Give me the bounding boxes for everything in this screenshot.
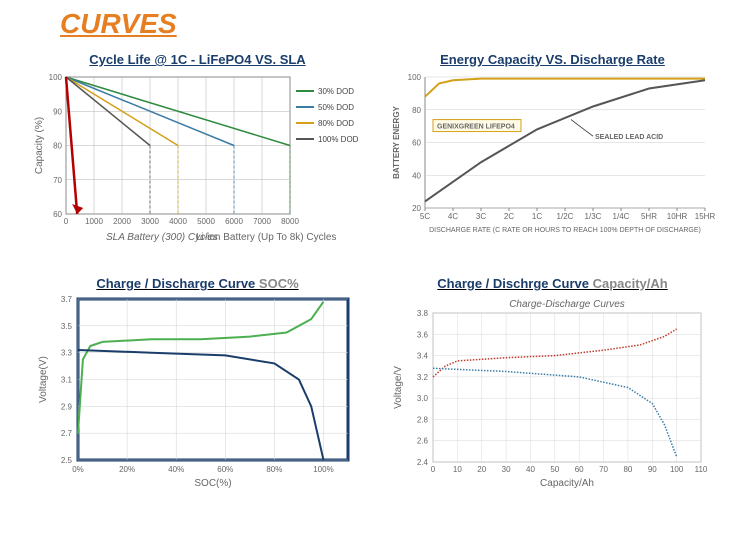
svg-text:3.6: 3.6 [417,330,429,339]
svg-text:15HR: 15HR [695,212,715,221]
chart-soc: Charge / Discharge Curve SOC% 0% 20% 40% 60… [30,276,365,490]
page-title: CURVES [60,8,750,40]
svg-text:0: 0 [64,217,69,226]
svg-text:Capacity/Ah: Capacity/Ah [540,478,594,489]
svg-text:100: 100 [670,465,684,474]
svg-text:50% DOD: 50% DOD [318,103,354,112]
svg-text:90: 90 [53,107,62,116]
svg-text:6000: 6000 [225,217,243,226]
chart-title-soc-main: Charge / Discharge Curve [96,276,259,291]
chart-title-capacity-main: Charge / Dischrge Curve [437,276,592,291]
svg-text:0%: 0% [72,465,84,474]
charts-grid: Cycle Life @ 1C - LiFePO4 VS. SLA 010002… [0,52,750,500]
svg-text:3.5: 3.5 [61,322,73,331]
svg-text:SOC(%): SOC(%) [194,478,231,489]
svg-text:3.1: 3.1 [61,376,73,385]
svg-text:60%: 60% [217,465,233,474]
svg-text:30% DOD: 30% DOD [318,87,354,96]
chart-title-capacity-sub: Capacity/Ah [593,276,668,291]
svg-text:100: 100 [408,73,422,82]
svg-text:4000: 4000 [169,217,187,226]
chart-title-capacity: Charge / Dischrge Curve Capacity/Ah [385,276,720,291]
svg-text:80: 80 [412,106,421,115]
svg-energy-capacity: 204060801005C4C3C2C1C1/2C1/3C1/4C5HR10HR… [385,71,715,246]
svg-text:2.8: 2.8 [417,415,429,424]
svg-text:Capacity (%): Capacity (%) [34,117,45,174]
svg-text:0: 0 [431,465,436,474]
svg-text:2.5: 2.5 [61,456,73,465]
svg-text:100%: 100% [313,465,333,474]
svg-capacity: Charge-Discharge Curves 0 10 20 30 40 50 60 70 80… [385,295,715,490]
svg-text:2.7: 2.7 [61,429,73,438]
svg-text:40: 40 [526,465,535,474]
svg-text:3.8: 3.8 [417,309,429,318]
svg-text:3.2: 3.2 [417,373,429,382]
svg-text:100: 100 [49,73,63,82]
svg-text:80% DOD: 80% DOD [318,119,354,128]
svg-text:3000: 3000 [141,217,159,226]
svg-text:60: 60 [575,465,584,474]
svg-text:BATTERY ENERGY: BATTERY ENERGY [392,105,401,178]
svg-text:80: 80 [53,142,62,151]
svg-text:5HR: 5HR [641,212,657,221]
svg-text:50: 50 [550,465,559,474]
svg-text:100% DOD: 100% DOD [318,135,359,144]
svg-soc: 0% 20% 40% 60% 80% 100% 2.5 2.7 2.9 3.1 3.3 3.5 3.7 V… [30,295,360,490]
svg-text:3.4: 3.4 [417,352,429,361]
svg-text:60: 60 [412,139,421,148]
svg-text:1/4C: 1/4C [613,212,630,221]
svg-text:4C: 4C [448,212,458,221]
svg-text:70: 70 [599,465,608,474]
svg-text:40: 40 [412,171,421,180]
svg-text:Voltage(V): Voltage(V) [38,356,49,403]
svg-text:GENIXGREEN LIFEPO4: GENIXGREEN LIFEPO4 [437,124,515,131]
chart-title-energy-capacity: Energy Capacity VS. Discharge Rate [385,52,720,67]
svg-text:5000: 5000 [197,217,215,226]
chart-title-soc: Charge / Discharge Curve SOC% [30,276,365,291]
svg-text:10HR: 10HR [667,212,688,221]
svg-text:1/2C: 1/2C [557,212,574,221]
svg-text:Li-ion Battery (Up To 8k) Cycl: Li-ion Battery (Up To 8k) Cycles [196,232,336,243]
svg-text:80%: 80% [266,465,282,474]
chart-cycle-life: Cycle Life @ 1C - LiFePO4 VS. SLA 0 1000 2… [30,52,365,266]
svg-text:10: 10 [453,465,462,474]
svg-text:80: 80 [623,465,632,474]
svg-text:1C: 1C [532,212,542,221]
svg-text:Voltage/V: Voltage/V [393,366,404,409]
svg-text:3.3: 3.3 [61,349,73,358]
svg-text:8000: 8000 [281,217,299,226]
svg-text:70: 70 [53,176,62,185]
svg-text:2000: 2000 [113,217,131,226]
svg-text:60: 60 [53,210,62,219]
svg-text:2.4: 2.4 [417,458,429,467]
svg-text:20: 20 [477,465,486,474]
svg-text:30: 30 [502,465,511,474]
svg-text:110: 110 [695,465,708,474]
svg-text:3.0: 3.0 [417,394,429,403]
svg-text:Charge-Discharge Curves: Charge-Discharge Curves [509,299,625,310]
svg-text:DISCHARGE RATE (C RATE OR HOUR: DISCHARGE RATE (C RATE OR HOURS TO REACH… [429,227,701,234]
chart-energy-capacity: Energy Capacity VS. Discharge Rate 20406… [385,52,720,266]
svg-text:7000: 7000 [253,217,271,226]
svg-text:40%: 40% [168,465,184,474]
chart-title-soc-sub: SOC% [259,276,299,291]
chart-capacity: Charge / Dischrge Curve Capacity/Ah Char… [385,276,720,490]
svg-text:20%: 20% [119,465,135,474]
svg-text:5C: 5C [420,212,430,221]
svg-text:SEALED LEAD ACID: SEALED LEAD ACID [595,134,663,141]
chart-title-cycle-life: Cycle Life @ 1C - LiFePO4 VS. SLA [30,52,365,67]
svg-text:1/3C: 1/3C [585,212,602,221]
svg-text:3.7: 3.7 [61,295,73,304]
svg-cycle-life: 0 1000 2000 3000 4000 5000 6000 7000 8000 60 70 80 9… [30,71,360,246]
svg-text:90: 90 [648,465,657,474]
svg-text:2.6: 2.6 [417,437,429,446]
svg-text:2.9: 2.9 [61,402,73,411]
svg-text:2C: 2C [504,212,514,221]
svg-text:1000: 1000 [85,217,103,226]
svg-text:3C: 3C [476,212,486,221]
